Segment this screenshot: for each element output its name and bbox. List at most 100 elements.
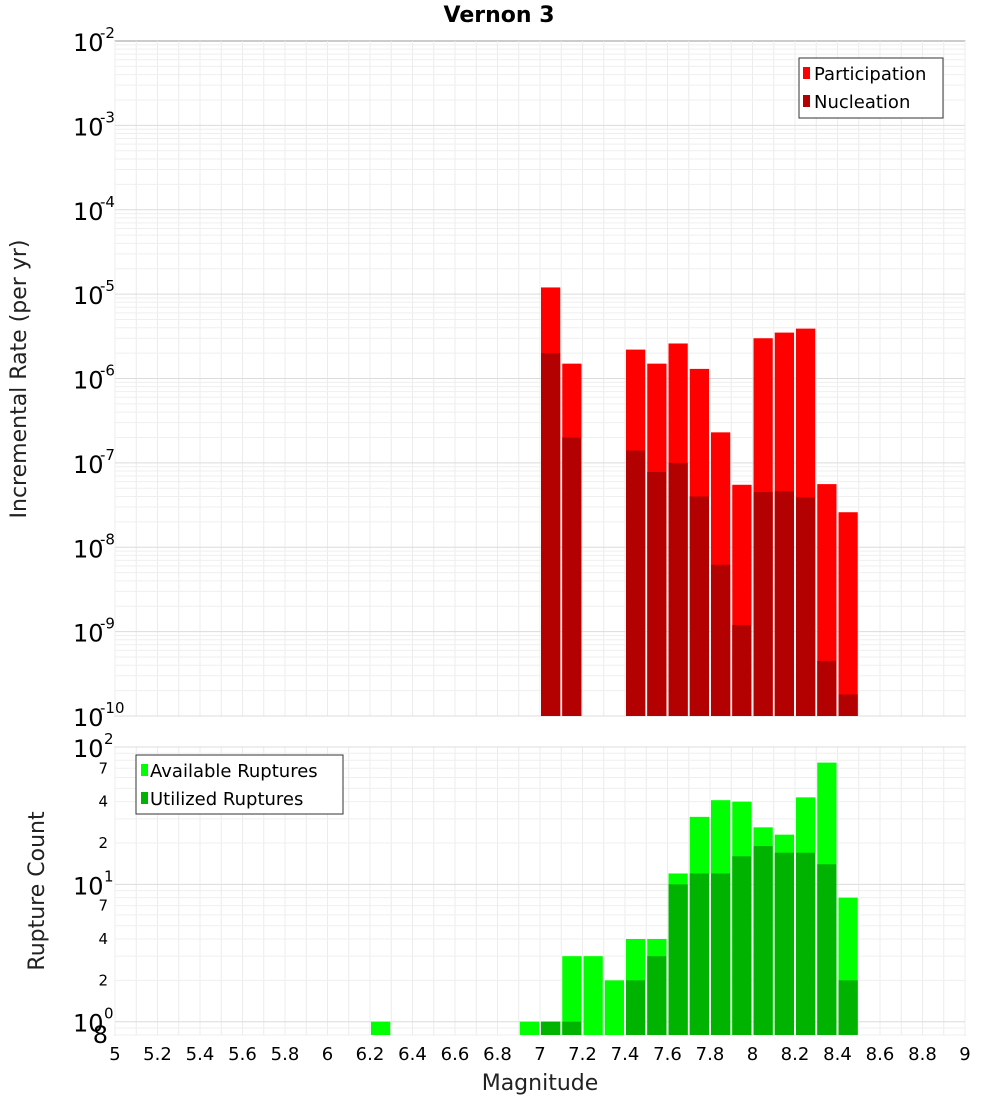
rate-y-tick--9: 10-9 bbox=[73, 615, 115, 648]
rate-y-tick-exponent: -8 bbox=[100, 530, 115, 548]
x-tick-label: 6.4 bbox=[398, 1044, 427, 1065]
bar-nucleation bbox=[732, 624, 752, 716]
count-y-axis-label: Rupture Count bbox=[25, 811, 50, 971]
count-y-tick-exponent: 1 bbox=[104, 867, 114, 885]
legend-label-participation: Participation bbox=[814, 64, 926, 85]
bar-nucleation bbox=[562, 437, 582, 716]
count-y-tick-0: 10 0 bbox=[73, 1005, 114, 1038]
rate-y-tick-exponent: -5 bbox=[100, 277, 115, 295]
count-y-tick-exponent: 0 bbox=[104, 1005, 114, 1023]
bar-utilized-ruptures bbox=[774, 852, 794, 1035]
x-tick-label: 8 bbox=[747, 1044, 758, 1065]
bar-utilized-ruptures bbox=[817, 864, 837, 1035]
rate-y-tick-base: 10 bbox=[73, 29, 104, 57]
bar-utilized-ruptures bbox=[838, 980, 858, 1035]
count-y-tick-minor: 4 bbox=[98, 793, 108, 811]
x-tick-label: 7.2 bbox=[568, 1044, 597, 1065]
bar-nucleation bbox=[838, 694, 858, 716]
bar-participation bbox=[817, 484, 837, 716]
bar-nucleation bbox=[626, 450, 646, 716]
x-tick-label: 5 bbox=[109, 1044, 120, 1065]
bar-nucleation bbox=[817, 660, 837, 716]
x-tick-label: 8.4 bbox=[823, 1044, 852, 1065]
bar-utilized-ruptures bbox=[647, 956, 667, 1035]
rate-y-tick-base: 10 bbox=[73, 704, 104, 732]
count-y-tick-minor: 2 bbox=[98, 971, 108, 989]
bar-nucleation bbox=[647, 471, 667, 716]
count-legend-box bbox=[135, 754, 344, 815]
rate-y-tick-exponent: -2 bbox=[100, 24, 115, 42]
legend-swatch-utilized bbox=[141, 792, 148, 804]
rate-y-tick-exponent: -3 bbox=[100, 108, 115, 126]
count-y-tick-minor: 7 bbox=[98, 897, 108, 915]
rate-y-tick--5: 10-5 bbox=[73, 277, 115, 310]
rate-y-tick-base: 10 bbox=[73, 620, 104, 648]
legend-swatch-available bbox=[141, 764, 148, 776]
bar-available-ruptures bbox=[562, 956, 582, 1035]
bar-nucleation bbox=[668, 462, 688, 716]
rate-y-tick--7: 10-7 bbox=[73, 446, 115, 479]
bar-available-ruptures bbox=[604, 980, 624, 1035]
x-tick-label: 5.6 bbox=[228, 1044, 257, 1065]
rate-legend-box bbox=[798, 57, 944, 119]
legend-swatch-participation bbox=[803, 67, 810, 79]
bar-available-ruptures bbox=[583, 956, 603, 1035]
count-x-tick-labels: 5 5.2 5.4 5.6 5.8 6 6.2 6.4 6.6 6.8 7 7.2 7.4 7.6 7.8 8… bbox=[109, 1044, 970, 1065]
bar-utilized-ruptures bbox=[753, 846, 773, 1035]
x-axis-label: Magnitude bbox=[482, 1071, 599, 1096]
x-tick-label: 9 bbox=[959, 1044, 970, 1065]
bar-participation bbox=[838, 512, 858, 716]
legend-label-nucleation: Nucleation bbox=[814, 92, 910, 113]
count-y-tick-base: 10 bbox=[73, 735, 104, 763]
bar-utilized-ruptures bbox=[711, 873, 731, 1035]
rate-y-axis-label: Incremental Rate (per yr) bbox=[7, 240, 32, 519]
count-y-tick-minor: 8 bbox=[93, 1021, 108, 1049]
rate-y-tick-exponent: -7 bbox=[100, 446, 115, 464]
bar-utilized-ruptures bbox=[732, 856, 752, 1035]
bar-utilized-ruptures bbox=[796, 852, 816, 1035]
count-y-tick-1: 10 1 bbox=[73, 867, 114, 900]
rate-panel: 10-210-310-410-510-610-710-810-910-10 In… bbox=[7, 24, 966, 732]
x-tick-label: 6.6 bbox=[441, 1044, 470, 1065]
rate-y-tick--4: 10-4 bbox=[73, 193, 115, 226]
bar-utilized-ruptures bbox=[689, 873, 709, 1035]
x-tick-label: 7.4 bbox=[611, 1044, 640, 1065]
bar-nucleation bbox=[711, 564, 731, 716]
x-tick-label: 5.4 bbox=[186, 1044, 215, 1065]
count-y-tick-2: 10 2 bbox=[73, 730, 114, 763]
rate-y-tick--6: 10-6 bbox=[73, 362, 115, 395]
rate-y-tick-base: 10 bbox=[73, 113, 104, 141]
rate-bars bbox=[541, 287, 858, 716]
rate-y-tick-base: 10 bbox=[73, 198, 104, 226]
legend-swatch-nucleation bbox=[803, 95, 810, 107]
count-y-tick-minor: 2 bbox=[98, 834, 108, 852]
bar-available-ruptures bbox=[519, 1021, 539, 1035]
rate-y-tick-base: 10 bbox=[73, 282, 104, 310]
x-tick-label: 6.2 bbox=[356, 1044, 385, 1065]
legend-label-utilized: Utilized Ruptures bbox=[150, 789, 303, 810]
bar-nucleation bbox=[541, 353, 561, 716]
legend-label-available: Available Ruptures bbox=[150, 761, 318, 782]
x-tick-label: 6.8 bbox=[483, 1044, 512, 1065]
bar-nucleation bbox=[753, 492, 773, 716]
count-y-tick-base: 10 bbox=[73, 872, 104, 900]
rate-y-tick--2: 10-2 bbox=[73, 24, 115, 57]
x-tick-label: 8.2 bbox=[781, 1044, 810, 1065]
bar-available-ruptures bbox=[371, 1021, 391, 1035]
rate-grid bbox=[114, 41, 966, 717]
rate-y-tick-base: 10 bbox=[73, 535, 104, 563]
x-tick-label: 7.6 bbox=[653, 1044, 682, 1065]
rate-y-tick--10: 10-10 bbox=[73, 699, 125, 732]
bar-utilized-ruptures bbox=[626, 980, 646, 1035]
rate-y-tick-labels: 10-210-310-410-510-610-710-810-910-10 bbox=[73, 24, 125, 732]
rate-y-tick-exponent: -10 bbox=[100, 699, 125, 717]
count-bars bbox=[371, 762, 858, 1035]
rate-y-tick-exponent: -6 bbox=[100, 362, 115, 380]
chart-title: Vernon 3 bbox=[444, 3, 555, 28]
bar-utilized-ruptures bbox=[668, 884, 688, 1035]
rate-y-tick--8: 10-8 bbox=[73, 530, 115, 563]
bar-nucleation bbox=[796, 497, 816, 716]
